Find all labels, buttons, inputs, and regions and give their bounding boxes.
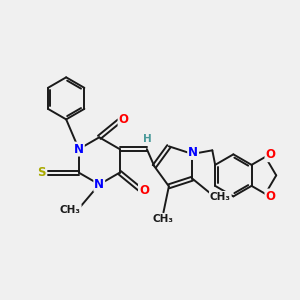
Text: CH₃: CH₃	[153, 214, 174, 224]
Text: O: O	[266, 148, 275, 161]
Text: N: N	[188, 146, 198, 159]
Text: CH₃: CH₃	[60, 205, 81, 215]
Text: CH₃: CH₃	[210, 192, 231, 202]
Text: O: O	[266, 190, 275, 202]
Text: H: H	[143, 134, 152, 144]
Text: O: O	[139, 184, 149, 197]
Text: S: S	[37, 166, 46, 179]
Text: N: N	[74, 142, 84, 156]
Text: N: N	[94, 178, 104, 191]
Text: O: O	[118, 113, 128, 126]
